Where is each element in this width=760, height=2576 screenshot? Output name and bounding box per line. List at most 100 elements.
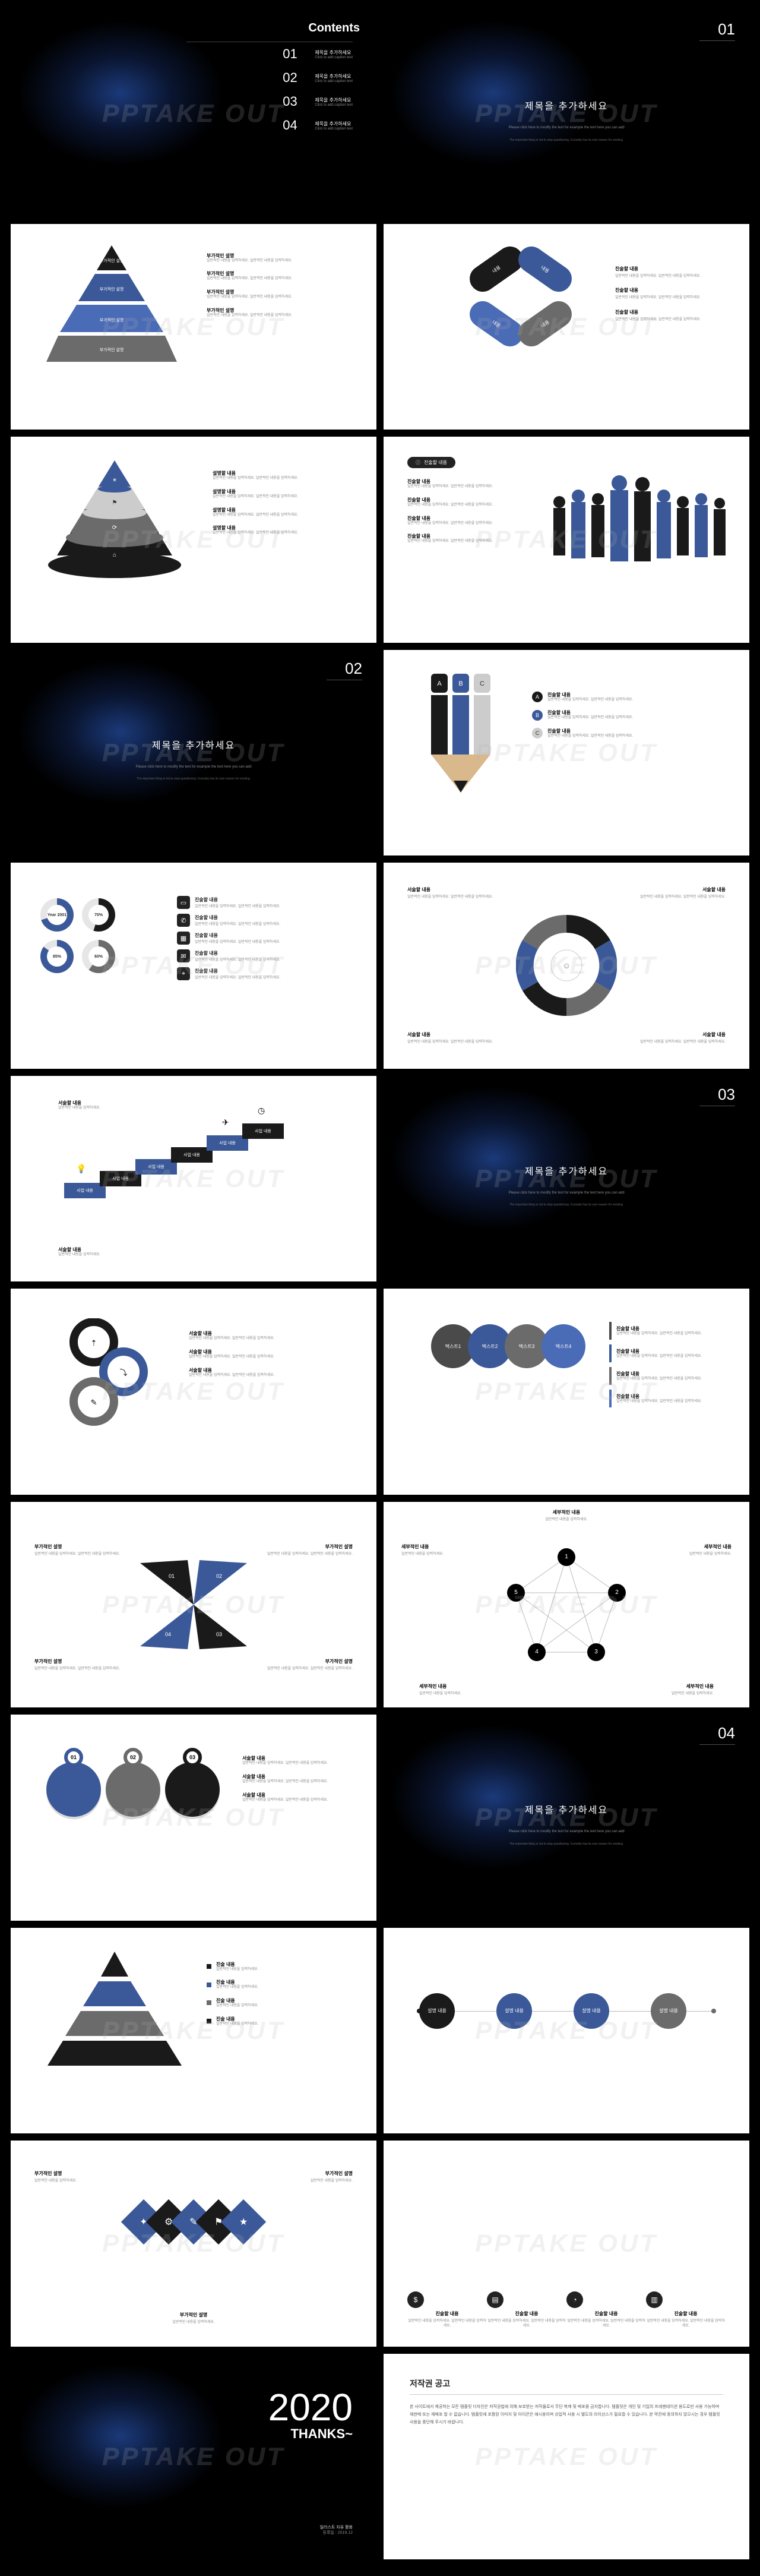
- svg-text:C: C: [480, 680, 484, 687]
- swatch: [207, 1982, 211, 1987]
- phone-icon: ✆: [177, 914, 190, 927]
- slide-copyright[interactable]: 저작권 공고 본 사이트에서 제공하는 모든 템플릿 디자인은 저작권법에 의해…: [384, 2354, 749, 2560]
- legend-sub: 일반적인 내용을 입력하세요. 일반적인 내용을 입력하세요.: [207, 295, 292, 300]
- svg-text:⤵: ⤵: [119, 1368, 127, 1377]
- svg-text:⌂: ⌂: [113, 552, 116, 558]
- divider: [410, 2394, 723, 2395]
- pill-heading: ⓘ진술할 내용: [407, 457, 455, 468]
- copyright-body: 본 사이트에서 제공하는 모든 템플릿 디자인은 저작권법에 의해 보호받는 저…: [410, 2403, 723, 2427]
- slide-triangle-fan[interactable]: 부가적인 설명일반적인 내용을 입력하세요. 일반적인 내용을 입력하세요. 부…: [11, 1502, 376, 1708]
- slide-section-01[interactable]: 01 제목을 추가하세요 Please click here to modify…: [384, 11, 749, 217]
- svg-text:⚑: ⚑: [112, 500, 118, 506]
- slide-capsule-cross[interactable]: 내용 내용 내용 내용 진술할 내용일반적인 내용을 입력하세요. 일반적인 내…: [384, 224, 749, 430]
- contents-item[interactable]: 04제목을 추가하세요Click to add caption text: [283, 118, 353, 133]
- briefcase-icon: ▣: [186, 1129, 194, 1139]
- slide-people[interactable]: ⓘ진술할 내용 진술할 내용일반적인 내용을 입력하세요. 일반적인 내용을 입…: [384, 437, 749, 643]
- pencil-graphic: A B C: [431, 674, 490, 798]
- section-number: 03: [718, 1085, 735, 1104]
- three-donuts: 01 02 03: [46, 1762, 220, 1817]
- circle: 텍스트4: [542, 1324, 585, 1368]
- donut-badge: 03: [183, 1748, 202, 1767]
- money-icon: $: [407, 2291, 424, 2308]
- network: 1 2 3 4 5: [501, 1545, 632, 1664]
- badge-b: B: [532, 710, 543, 721]
- slide-section-02[interactable]: 02 제목을 추가하세요 Please click here to modify…: [11, 650, 376, 856]
- cone-legend: 설명할 내용일반적인 내용을 입력하세요. 일반적인 내용을 입력하세요. 설명…: [213, 470, 298, 536]
- slide-section-03[interactable]: 03 제목을 추가하세요 Please click here to modify…: [384, 1076, 749, 1282]
- contents-item[interactable]: 02제목을 추가하세요Click to add caption text: [283, 70, 353, 86]
- stats-icon: ▥: [646, 2291, 663, 2308]
- circles-legend: 진술할 내용일반적인 내용을 입력하세요. 일반적인 내용을 입력하세요. 진술…: [609, 1322, 702, 1407]
- slide-thanks[interactable]: 2020 THANKS~ 일러스트 자유 활용 등록일 : 2019.12 PP…: [11, 2354, 376, 2560]
- section-title: 제목을 추가하세요: [525, 98, 608, 112]
- legend-sub: 일반적인 내용을 입력하세요. 일반적인 내용을 입력하세요.: [207, 259, 292, 264]
- thanks-year: 2020: [268, 2388, 353, 2426]
- donut-badge: 02: [124, 1748, 142, 1767]
- stair-top-text: 서술할 내용일반적인 내용을 입력하세요.: [58, 1100, 100, 1111]
- bar-chart: [407, 2164, 726, 2293]
- slide-timeline[interactable]: 설명 내용 설명 내용 설명 내용 설명 내용 PPTAKE OUT: [384, 1928, 749, 2134]
- timeline-node: 설명 내용: [496, 1993, 532, 2029]
- pencil-legend: A진술할 내용일반적인 내용을 입력하세요. 일반적인 내용을 입력하세요. B…: [532, 692, 633, 739]
- list-item: ✉진술할 내용일반적인 내용을 입력하세요. 일반적인 내용을 입력하세요.: [177, 949, 280, 962]
- thanks-block: 2020 THANKS~: [268, 2388, 353, 2442]
- contents-item[interactable]: 01제목을 추가하세요Click to add caption text: [283, 46, 353, 62]
- capsule: 내용: [464, 296, 528, 351]
- slide-bar-chart[interactable]: $진술할 내용일반적인 내용을 입력하세요. 일반적인 내용을 입력하세요. ▤…: [384, 2141, 749, 2347]
- thanks-date: 등록일 : 2019.12: [320, 2530, 353, 2536]
- chat-icon: ✉: [177, 949, 190, 962]
- legend-sub: 일반적인 내용을 입력하세요. 일반적인 내용을 입력하세요.: [207, 277, 292, 282]
- slide-three-donuts[interactable]: 01 02 03 서술할 내용일반적인 내용을 입력하세요. 일반적인 내용을 …: [11, 1715, 376, 1921]
- donut: 85%: [40, 940, 74, 973]
- svg-text:01: 01: [169, 1573, 175, 1579]
- capsule: 내용: [513, 241, 577, 296]
- people-silhouette: [553, 472, 732, 567]
- slide-contents[interactable]: Contents 01제목을 추가하세요Click to add caption…: [11, 11, 376, 217]
- calendar-icon: ▦: [177, 932, 190, 945]
- contents-list: 01제목을 추가하세요Click to add caption text 02제…: [283, 46, 353, 133]
- rings-legend: 서술할 내용일반적인 내용을 입력하세요. 일반적인 내용을 입력하세요. 서술…: [189, 1330, 274, 1378]
- donut: Year 2001: [40, 898, 74, 932]
- pyramid-chart: 부가적인 설명 부가적인 설명 부가적인 설명 부가적인 설명: [46, 245, 177, 364]
- donut-badge: 01: [64, 1748, 83, 1767]
- svg-text:B: B: [458, 680, 463, 687]
- capsule: 내용: [513, 296, 577, 351]
- striped-pyramid-chart: [46, 1952, 183, 2070]
- slide-striped-pyramid[interactable]: 진술 내용일반적인 내용을 입력하세요. 진술 내용일반적인 내용을 입력하세요…: [11, 1928, 376, 2134]
- slide-linked-rings[interactable]: ⇡ ⤵ ✎ 서술할 내용일반적인 내용을 입력하세요. 일반적인 내용을 입력하…: [11, 1289, 376, 1495]
- slide-section-04[interactable]: 04 제목을 추가하세요 Please click here to modify…: [384, 1715, 749, 1921]
- bulb-icon: ★: [239, 2216, 248, 2228]
- slide-circles-row[interactable]: 텍스트1 텍스트2 텍스트3 텍스트4 진술할 내용일반적인 내용을 입력하세요…: [384, 1289, 749, 1495]
- slide-pentagon-network[interactable]: 1 2 3 4 5 세부적인 내용일반적인 내용을 입력하세요. 세부적인 내용…: [384, 1502, 749, 1708]
- stair-bottom-text: 서술할 내용일반적인 내용을 입력하세요.: [58, 1246, 100, 1258]
- text-block: 진술할 내용일반적인 내용을 입력하세요. 일반적인 내용을 입력하세요. 진술…: [615, 266, 701, 323]
- clock-icon: ◷: [258, 1106, 265, 1116]
- slide-ring-cycle[interactable]: 서술할 내용일반적인 내용을 입력하세요. 일반적인 내용을 입력하세요. 서술…: [384, 863, 749, 1069]
- section-subtitle2: The important thing is not to stop quest…: [509, 138, 623, 142]
- contents-item[interactable]: 03제목을 추가하세요Click to add caption text: [283, 94, 353, 109]
- slide-diamonds[interactable]: 부가적인 설명일반적인 내용을 입력하세요. 부가적인 설명일반적인 내용을 입…: [11, 2141, 376, 2347]
- timeline-node: 설명 내용: [574, 1993, 609, 2029]
- cloud-icon: ☁: [115, 1153, 124, 1163]
- svg-text:⟳: ⟳: [112, 525, 118, 531]
- slide-staircase[interactable]: 서술할 내용일반적인 내용을 입력하세요. 서술할 내용일반적인 내용을 입력하…: [11, 1076, 376, 1282]
- circles-row: 텍스트1 텍스트2 텍스트3 텍스트4: [431, 1324, 585, 1368]
- bulb-icon: 💡: [76, 1164, 86, 1174]
- slide-pencil[interactable]: A B C A진술할 내용일반적인 내용을 입력하세요. 일반적인 내용을 입력…: [384, 650, 749, 856]
- slide-cone-pyramid[interactable]: ☀ ⚑ ⟳ ⌂ 설명할 내용일반적인 내용을 입력하세요. 일반적인 내용을 입…: [11, 437, 376, 643]
- svg-text:02: 02: [216, 1573, 222, 1579]
- slide-pyramid-segments[interactable]: 부가적인 설명 부가적인 설명 부가적인 설명 부가적인 설명 부가적인 설명일…: [11, 224, 376, 430]
- legend-heading: 부가적인 설명: [207, 307, 292, 314]
- svg-text:04: 04: [165, 1631, 171, 1637]
- list-item: ⌖진술할 내용일반적인 내용을 입력하세요. 일반적인 내용을 입력하세요.: [177, 967, 280, 980]
- watermark: PPTAKE OUT: [475, 738, 658, 767]
- section-title: 제목을 추가하세요: [152, 737, 235, 752]
- slide-donuts[interactable]: Year 2001 70% 85% 60% ▭진술할 내용일반적인 내용을 입력…: [11, 863, 376, 1069]
- swatch: [207, 1964, 211, 1969]
- svg-text:부가적인 설명: 부가적인 설명: [100, 258, 124, 263]
- swatch: [207, 2000, 211, 2005]
- watermark: PPTAKE OUT: [102, 2442, 285, 2471]
- badge-c: C: [532, 728, 543, 738]
- swatch: [207, 2019, 211, 2023]
- svg-text:☺: ☺: [562, 961, 571, 970]
